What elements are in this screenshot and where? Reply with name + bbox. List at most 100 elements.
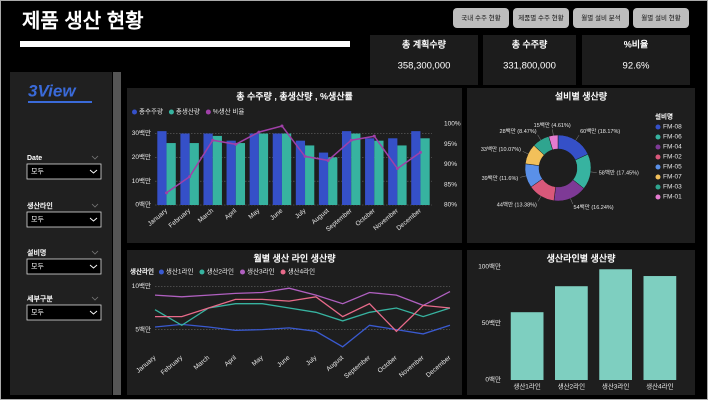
- y-tick-label: 100백만: [478, 262, 501, 271]
- line: [154, 323, 451, 348]
- filter-label: 세부구분: [27, 294, 53, 303]
- bar: [203, 133, 213, 205]
- filter-collapse: [91, 296, 99, 301]
- line-point: [165, 191, 169, 195]
- legend-label: FM-05: [663, 164, 682, 171]
- nav-button-label[interactable]: 월별 설비 분석: [581, 13, 621, 22]
- line-point: [211, 138, 215, 142]
- y2-tick-label: 80%: [444, 202, 457, 209]
- data-label: 44백만 (13.38%): [497, 200, 537, 208]
- leader-line: [570, 198, 574, 205]
- bar: [351, 133, 361, 205]
- y-tick-label: 20백만: [132, 152, 151, 161]
- y-tick-label: 50백만: [482, 318, 501, 327]
- bar: [341, 131, 352, 205]
- leader-line: [590, 171, 597, 173]
- filter-value[interactable]: 모두: [31, 262, 44, 270]
- sidebar-divider: [113, 72, 121, 395]
- nav-button[interactable]: [453, 8, 509, 28]
- legend-marker: [199, 269, 205, 275]
- x-tick-label: 생산3라인: [602, 382, 630, 391]
- chart-title: 설비별 생산량: [555, 90, 608, 101]
- kpi-value: 358,300,000: [398, 61, 451, 72]
- legend-marker: [205, 109, 211, 115]
- filter-value[interactable]: 모두: [31, 308, 44, 316]
- legend-label: FM-08: [663, 124, 682, 131]
- leader-line: [522, 151, 529, 155]
- line-point: [372, 134, 376, 138]
- bar: [166, 143, 176, 205]
- y2-tick-label: 95%: [444, 141, 457, 148]
- kpi-value: 331,800,000: [503, 61, 556, 72]
- filter-select[interactable]: [26, 211, 102, 228]
- page-title: 제품 생산 현황: [22, 9, 144, 32]
- y-tick-label: 10백만: [132, 281, 151, 290]
- line-point: [280, 124, 284, 128]
- line: [166, 125, 421, 194]
- line-point: [303, 154, 307, 158]
- donut-slice: [548, 134, 559, 151]
- legend-label: 생산3라인: [247, 267, 275, 276]
- bar: [235, 143, 246, 205]
- sidebar: [10, 72, 112, 395]
- filter-chevron: [89, 169, 98, 174]
- x-tick-label: 생산1라인: [513, 382, 541, 391]
- line-point: [188, 175, 192, 179]
- filter-chevron: [89, 217, 98, 222]
- filter-select[interactable]: [26, 304, 102, 321]
- legend-marker: [655, 124, 661, 130]
- legend-label: FM-07: [663, 174, 682, 181]
- chart-title: 월별 생산 라인 생산량: [253, 252, 336, 263]
- legend-marker: [655, 174, 661, 180]
- kpi-label: 총 수주량: [512, 38, 548, 49]
- data-label: 33백만 (10.07%): [481, 145, 521, 153]
- data-label: 58백만 (17.45%): [599, 169, 639, 177]
- nav-button[interactable]: [513, 8, 569, 28]
- kpi-card: [370, 35, 478, 85]
- legend-marker: [132, 109, 137, 115]
- legend-marker: [655, 194, 661, 200]
- line: [155, 296, 451, 333]
- bar: [555, 286, 588, 380]
- nav-button-label[interactable]: 제품별 수주 현황: [518, 13, 563, 22]
- line-point: [418, 150, 422, 154]
- bar: [328, 157, 338, 205]
- kpi-card: [483, 35, 576, 85]
- legend-marker: [655, 184, 661, 190]
- y2-tick-label: 90%: [444, 161, 457, 168]
- leader-line: [575, 135, 580, 141]
- line: [154, 287, 451, 307]
- y-tick-label: 0백만: [135, 200, 151, 209]
- filter-value[interactable]: 모두: [31, 215, 44, 223]
- line-point: [326, 158, 330, 162]
- data-label: 39백만 (11.6%): [482, 174, 519, 182]
- filter-value[interactable]: 모두: [31, 167, 44, 175]
- legend-label: FM-02: [663, 154, 682, 161]
- x-tick-label: 생산4라인: [646, 382, 674, 391]
- data-label: 60백만 (18.17%): [580, 127, 620, 135]
- legend-label: FM-01: [663, 194, 682, 201]
- filter-select[interactable]: [26, 163, 102, 180]
- filter-label: 생산라인: [27, 201, 53, 210]
- legend-marker: [655, 134, 661, 140]
- filter-select[interactable]: [26, 258, 102, 275]
- nav-button[interactable]: [633, 8, 689, 28]
- line-point: [234, 142, 238, 146]
- bar: [305, 145, 315, 205]
- leader-line: [537, 196, 542, 202]
- nav-button-label[interactable]: 국내 수주 현황: [461, 13, 501, 22]
- bar: [226, 140, 236, 205]
- data-label: 28백만 (8.47%): [500, 127, 537, 135]
- legend-label: FM-03: [663, 184, 682, 191]
- chart-title: 총 수주량 , 총생산량 , %생산률: [236, 90, 353, 101]
- legend-label: FM-04: [663, 144, 682, 151]
- bar: [374, 140, 384, 205]
- line-point: [395, 167, 399, 171]
- filter-collapse: [91, 250, 99, 255]
- legend-label: 생산1라인: [166, 267, 194, 276]
- kpi-label: 총 계획수량: [402, 38, 447, 49]
- nav-button-label[interactable]: 월별 설비 현황: [641, 13, 681, 22]
- kpi-card: [582, 35, 690, 85]
- legend-marker: [158, 269, 164, 275]
- nav-button[interactable]: [573, 8, 629, 28]
